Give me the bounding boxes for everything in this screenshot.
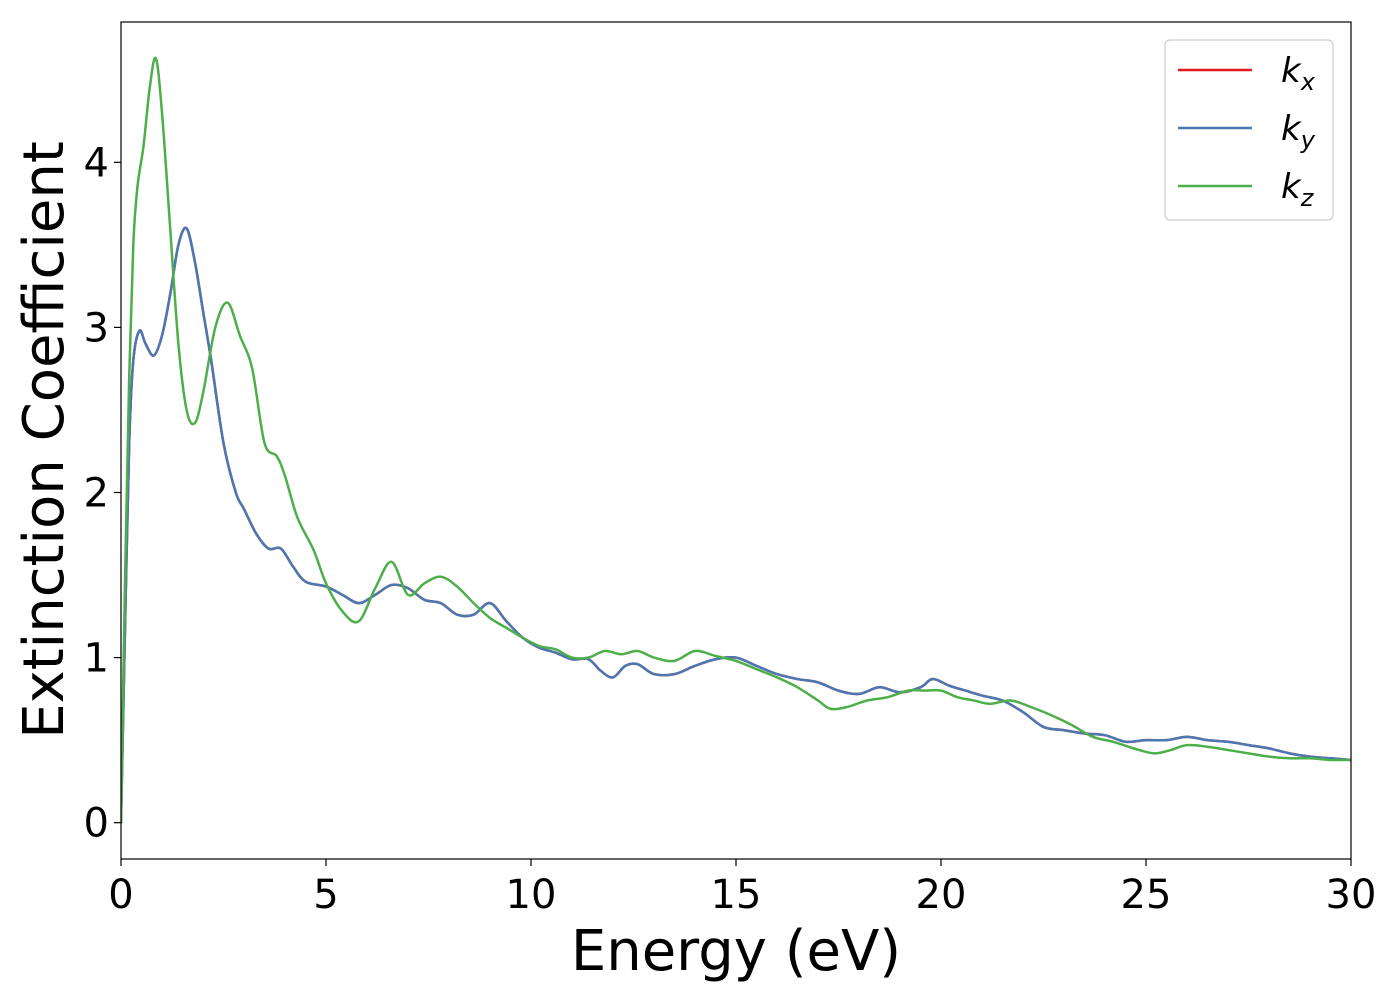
- x-tick-label: 25: [1121, 872, 1172, 918]
- y-tick-label: 0: [84, 801, 109, 847]
- legend-label-kz: kz: [1281, 167, 1315, 212]
- x-tick-label: 10: [506, 872, 557, 918]
- legend-box: [1164, 39, 1334, 221]
- x-tick-label: 30: [1326, 872, 1377, 918]
- legend: kx ky kz: [1164, 39, 1334, 221]
- legend-label-ky: ky: [1281, 109, 1316, 154]
- series-line-kz: [121, 56, 1351, 824]
- x-tick-label: 20: [916, 872, 967, 918]
- x-tick-label: 5: [313, 872, 338, 918]
- series-line-ky: [121, 226, 1351, 824]
- series-layer: [121, 56, 1351, 824]
- ticks-layer: 0 5 10 15 20 25 30 0 1 2 3 4: [84, 140, 1377, 918]
- y-tick-label: 1: [84, 636, 109, 682]
- legend-label-kx: kx: [1281, 51, 1316, 96]
- x-tick-label: 15: [711, 872, 762, 918]
- y-tick-label: 2: [84, 471, 109, 517]
- x-tick-label: 0: [108, 872, 133, 918]
- y-tick-label: 3: [84, 305, 109, 351]
- x-axis-title: Energy (eV): [571, 919, 901, 984]
- y-axis-title: Extinction Coefficient: [12, 141, 77, 739]
- y-tick-label: 4: [84, 140, 109, 186]
